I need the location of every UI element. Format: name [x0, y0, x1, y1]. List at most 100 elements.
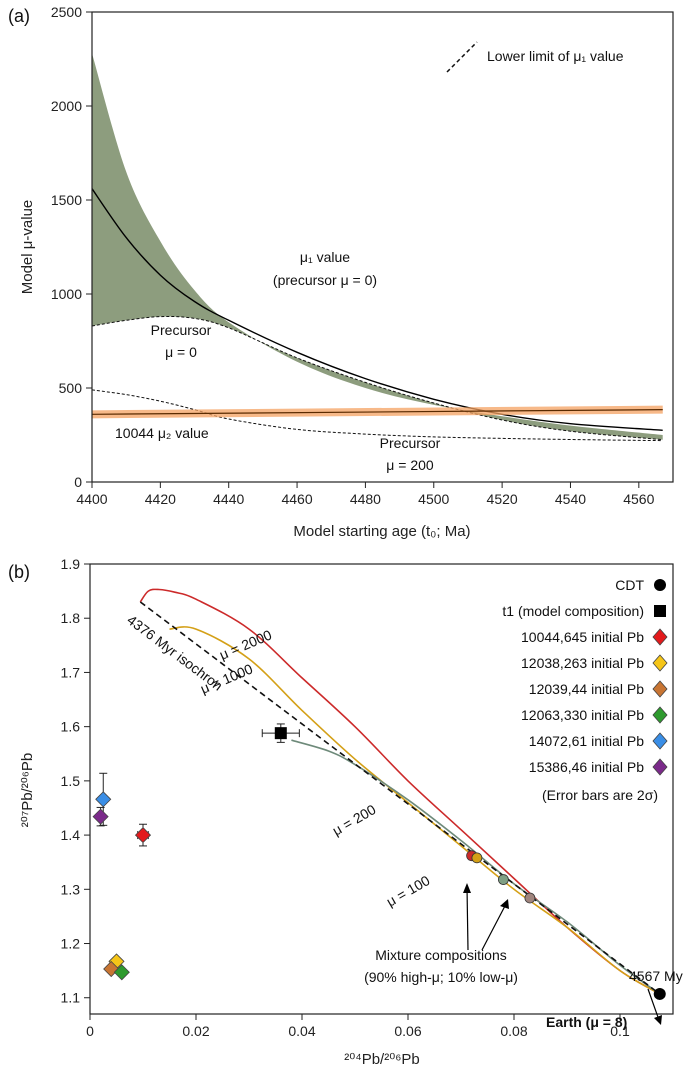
mu1-value-line	[91, 188, 663, 431]
legend-dash-icon	[446, 41, 478, 73]
panel-b: (b) 0 0.02 0.04 0.06 0.08 0.1 1.1 1.2 1.3 1.4 1.5 1…	[8, 556, 683, 1068]
panel-a-y-tick-label: 500	[59, 380, 83, 396]
legend-12039-marker-icon	[652, 680, 668, 698]
data-point-cdt	[653, 987, 666, 1000]
panel-b-y-tick-label: 1.6	[61, 719, 81, 735]
mu1-uncertainty-band	[92, 53, 663, 440]
mu2-value-line	[91, 409, 663, 415]
panel-a-x-tick-label: 4500	[418, 491, 449, 507]
curve-label-mu-2000: μ = 2000	[217, 626, 274, 662]
legend-12038: 12038,263 initial Pb	[521, 655, 644, 671]
legend-cdt-marker-icon	[654, 579, 666, 591]
legend-error-note: (Error bars are 2σ)	[542, 787, 658, 803]
legend-10044: 10044,645 initial Pb	[521, 629, 644, 645]
annotation-mu1-value: μ₁ value	[300, 249, 350, 265]
panel-b-label: (b)	[8, 562, 30, 582]
panel-b-legend: CDT t1 (model composition) 10044,645 ini…	[502, 577, 668, 803]
panel-b-x-tick-label: 0.04	[288, 1023, 315, 1039]
arrow-head-green-icon	[500, 899, 509, 909]
panel-a-frame	[91, 11, 674, 483]
panel-b-y-tick-label: 1.3	[61, 881, 81, 897]
evolution-curve-1	[169, 626, 661, 995]
panel-a-y-tick-label: 2500	[51, 4, 82, 20]
panel-b-y-tick-label: 1.8	[61, 610, 81, 626]
arrow-head-red-icon	[463, 883, 471, 893]
panel-b-y-tick-label: 1.2	[61, 936, 81, 952]
legend-12039: 12039,44 initial Pb	[529, 681, 644, 697]
annotation-10044-mu2: 10044 μ₂ value	[115, 425, 209, 441]
panel-b-x-tick-label: 0	[86, 1023, 94, 1039]
panel-a-x-tick-label: 4480	[350, 491, 381, 507]
panel-b-y-tick-label: 1.9	[61, 556, 81, 572]
panel-a-y-tick-label: 0	[74, 474, 82, 490]
panel-b-y-axis-label: ²⁰⁷Pb/²⁰⁶Pb	[19, 753, 36, 827]
panel-a-x-tick-label: 4440	[213, 491, 244, 507]
panel-a: (a) 4400 4420 4440 4460 4480 4500 4520 4540 4560…	[8, 4, 674, 540]
panel-b-x-tick-label: 0.06	[394, 1023, 421, 1039]
panel-a-label: (a)	[8, 6, 30, 26]
panel-b-y-tick-label: 1.4	[61, 827, 81, 843]
annotation-precursor-200-title: Precursor	[380, 435, 441, 451]
data-point-diamond-5	[113, 964, 130, 981]
panel-a-y-tick-label: 2000	[51, 98, 82, 114]
panel-a-plot: 4400 4420 4440 4460 4480 4500 4520 4540 4560 0 500…	[51, 4, 663, 507]
panel-b-x-axis-label: ²⁰⁴Pb/²⁰⁶Pb	[344, 1051, 420, 1068]
annotation-mixture-title: Mixture compositions	[375, 947, 507, 963]
data-point-diamond-6	[95, 791, 112, 808]
panel-b-x-tick-label: 0.1	[610, 1023, 630, 1039]
legend-12063-marker-icon	[652, 706, 668, 724]
legend-lower-limit: Lower limit of μ₁ value	[487, 48, 624, 64]
annotation-precursor-0-title: Precursor	[151, 322, 212, 338]
legend-15386-marker-icon	[652, 758, 668, 776]
panel-b-x-tick-label: 0.08	[500, 1023, 527, 1039]
data-point-diamond-2	[134, 827, 152, 844]
annotation-arrows	[463, 883, 662, 1025]
legend-14072-marker-icon	[652, 732, 668, 750]
annotation-earth: Earth (μ = 8)	[546, 1014, 627, 1030]
lower-limit-precursor-200-line	[91, 389, 663, 442]
mixture-point-3	[524, 892, 536, 904]
legend-10044-marker-icon	[652, 628, 668, 646]
panel-b-y-tick-label: 1.7	[61, 664, 81, 680]
curve-label-mu-100: μ = 100	[384, 872, 433, 910]
curve-label-mu-200: μ = 200	[330, 801, 379, 839]
legend-t1: t1 (model composition)	[502, 603, 644, 619]
panel-a-x-tick-label: 4460	[281, 491, 312, 507]
annotation-mu1-precursor: (precursor μ = 0)	[273, 272, 377, 288]
legend-cdt: CDT	[615, 577, 644, 593]
panel-b-y-tick-label: 1.5	[61, 773, 81, 789]
arrow-to-red-mixture	[466, 886, 469, 951]
isochron-label: 4376 Myr isochron	[124, 612, 226, 694]
panel-a-x-tick-label: 4540	[555, 491, 586, 507]
annotation-4567-myr: 4567 Myr	[629, 968, 683, 984]
annotation-mixture-sub: (90% high-μ; 10% low-μ)	[364, 969, 518, 985]
legend-12038-marker-icon	[652, 654, 668, 672]
panel-b-plot: 0 0.02 0.04 0.06 0.08 0.1 1.1 1.2 1.3 1.4 1.5 1.6 1.…	[61, 556, 666, 1039]
arrow-head-cdt-icon	[654, 1015, 662, 1025]
lower-limit-precursor-0-line	[91, 315, 663, 441]
data-point-t1	[274, 727, 287, 740]
legend-t1-marker-icon	[654, 605, 666, 617]
annotation-precursor-0-mu: μ = 0	[165, 344, 197, 360]
panel-a-x-tick-label: 4560	[623, 491, 654, 507]
panel-a-x-tick-label: 4420	[145, 491, 176, 507]
panel-a-x-tick-label: 4520	[487, 491, 518, 507]
panel-b-y-tick-label: 1.1	[61, 990, 81, 1006]
mixture-point-1	[471, 852, 483, 864]
isochron-4376-line	[139, 601, 661, 995]
legend-14072: 14072,61 initial Pb	[529, 733, 644, 749]
annotation-precursor-200-mu: μ = 200	[386, 457, 434, 473]
panel-a-y-tick-label: 1500	[51, 192, 82, 208]
panel-a-x-axis-label: Model starting age (t₀; Ma)	[293, 523, 470, 540]
arrow-to-green-mixture	[481, 903, 507, 951]
panel-a-x-tick-label: 4400	[76, 491, 107, 507]
panel-a-y-axis-label: Model μ-value	[19, 200, 36, 295]
mixture-point-2	[497, 874, 509, 885]
legend-12063: 12063,330 initial Pb	[521, 707, 644, 723]
panel-b-frame	[89, 563, 674, 1015]
panel-b-x-tick-label: 0.02	[182, 1023, 209, 1039]
arrow-to-cdt	[647, 988, 660, 1021]
panel-a-y-tick-label: 1000	[51, 286, 82, 302]
legend-15386: 15386,46 initial Pb	[529, 759, 644, 775]
